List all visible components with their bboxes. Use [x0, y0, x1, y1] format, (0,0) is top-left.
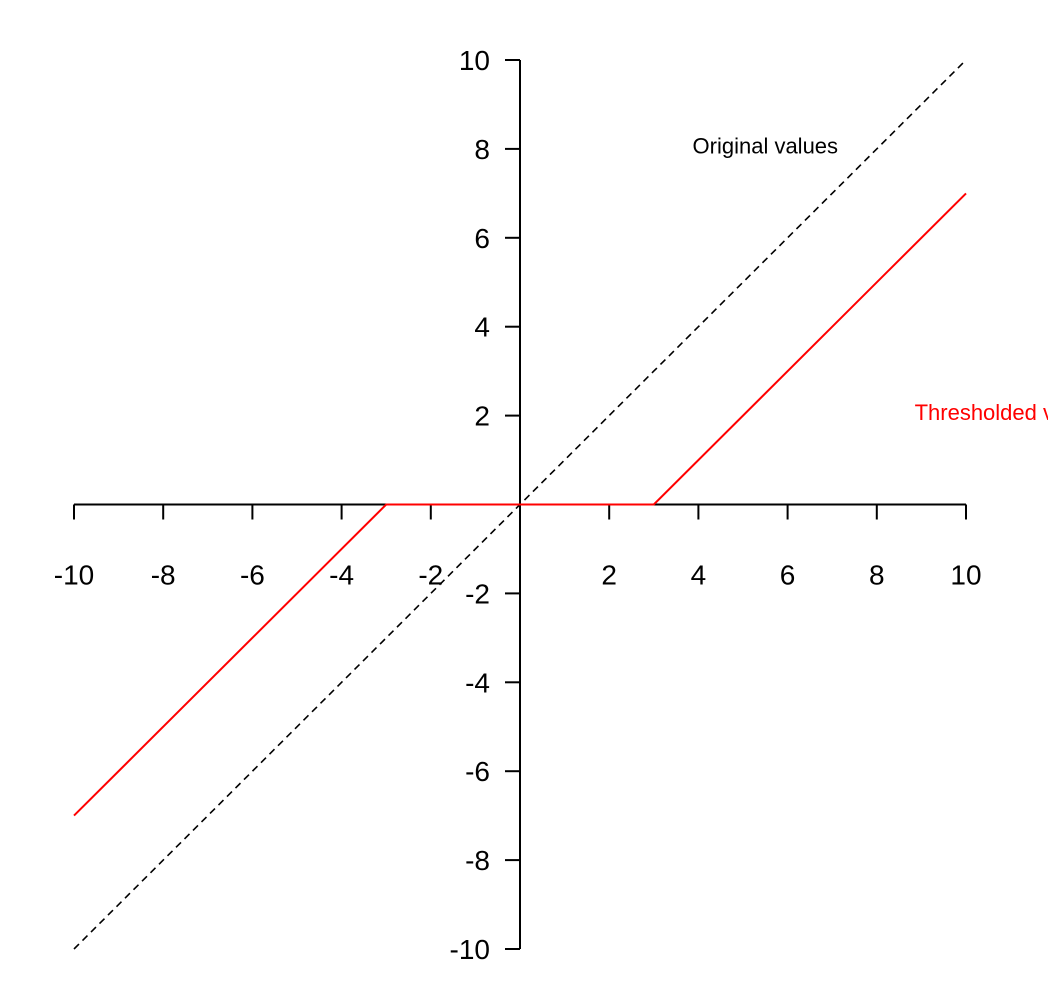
series-layer	[73, 59, 967, 950]
y-tick-label: -2	[465, 578, 490, 609]
x-tick-label: -4	[329, 560, 354, 591]
series-line-thresholded	[73, 192, 967, 817]
x-tick-label: -6	[240, 560, 265, 591]
x-tick-label: 8	[869, 560, 885, 591]
y-tick-label: -6	[465, 756, 490, 787]
x-tick-label: -10	[54, 560, 94, 591]
x-tick-label: 10	[950, 560, 981, 591]
y-tick-label: 2	[474, 401, 490, 432]
x-tick-label: -8	[151, 560, 176, 591]
annotation-thresholded: Thresholded values	[915, 400, 1048, 425]
annotation-layer: Original values Thresholded values	[693, 133, 1048, 425]
y-tick-label: 8	[474, 134, 490, 165]
annotation-original: Original values	[693, 133, 839, 158]
x-tick-label: 6	[780, 560, 796, 591]
y-tick-label: -10	[450, 934, 490, 965]
y-tick-label: -8	[465, 845, 490, 876]
y-tick-label: 4	[474, 312, 490, 343]
y-tick-label: -4	[465, 667, 490, 698]
x-tick-label: 4	[691, 560, 707, 591]
x-tick-label: 2	[601, 560, 617, 591]
x-tick-group: -10 -8 -6 -4 -2 2 4 6 8 10	[54, 504, 982, 591]
y-tick-label: 6	[474, 223, 490, 254]
y-tick-group: 10 8 6 4 2 -2 -4 -6 -8 -10	[450, 45, 520, 965]
y-tick-label: 10	[459, 45, 490, 76]
x-tick-label: -2	[418, 560, 443, 591]
